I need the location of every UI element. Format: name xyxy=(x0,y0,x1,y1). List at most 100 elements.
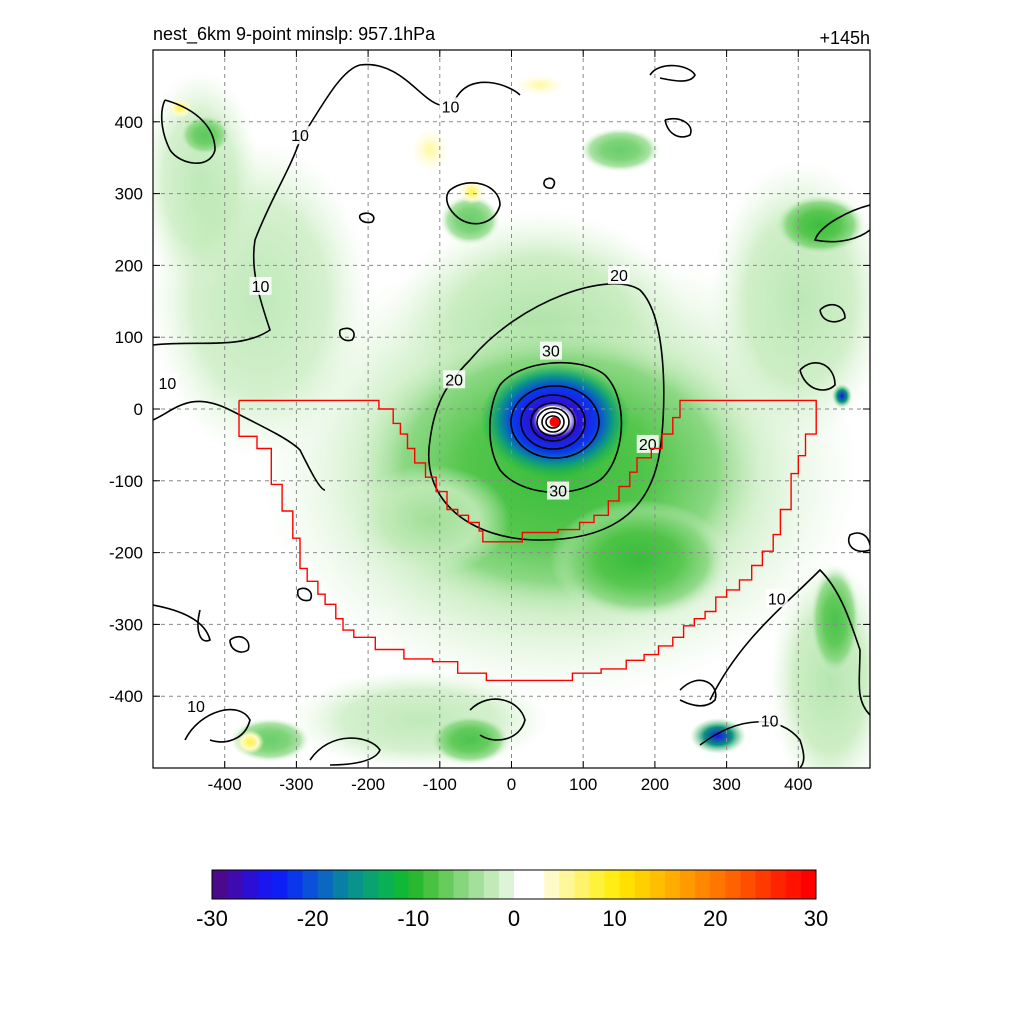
contour-10 xyxy=(454,81,521,101)
y-tick-label: 0 xyxy=(134,400,143,419)
colorbar-label: 20 xyxy=(703,906,727,931)
y-tick-label: 300 xyxy=(115,185,143,204)
colorbar-swatch xyxy=(559,870,575,899)
contour-label-background xyxy=(765,589,788,608)
colorbar-swatch xyxy=(393,870,409,899)
contour-inner xyxy=(545,415,561,429)
contour-labels: 10 10 10 10 10 10 10 20 20 20 30 30 xyxy=(156,97,788,730)
colorbar-swatch xyxy=(438,870,455,899)
y-tick-label: 200 xyxy=(115,256,143,275)
contour-inner xyxy=(530,402,576,442)
contour-label: 10 xyxy=(761,713,779,730)
colorbar-swatch xyxy=(770,870,787,899)
green-patch xyxy=(580,128,660,172)
colorbar-swatch xyxy=(680,870,696,899)
yellow-spot xyxy=(168,98,192,118)
green-patch xyxy=(440,195,500,245)
colorbar-swatch xyxy=(363,870,379,899)
colorbar-swatch xyxy=(468,870,485,899)
yellow-spot xyxy=(412,128,448,172)
map-title: nest_6km 9-point minslp: 957.1hPa xyxy=(153,24,436,45)
contour-label-background xyxy=(758,711,781,730)
storm-green-band xyxy=(350,465,510,575)
map-plot-area: 10 10 10 10 10 10 10 20 20 20 30 30 xyxy=(153,50,870,768)
contour-10 xyxy=(848,532,870,553)
nest-boundary-line xyxy=(238,399,817,682)
contour-inner xyxy=(520,394,586,450)
contour-10 xyxy=(799,362,836,391)
contour-10 xyxy=(153,63,441,346)
x-tick-label: 100 xyxy=(569,775,597,794)
contour-10 xyxy=(153,604,211,642)
contour-10 xyxy=(153,400,326,491)
contour-10 xyxy=(649,64,696,82)
x-tick-label: -300 xyxy=(279,775,313,794)
x-axis: -400 -300 -200 -100 0 100 200 300 400 xyxy=(208,50,812,794)
contour-10 xyxy=(229,635,250,653)
contour-10 xyxy=(160,99,216,164)
contour-40 xyxy=(510,385,600,459)
yellow-spot xyxy=(515,75,565,95)
colorbar-swatch xyxy=(423,870,439,899)
contour-label: 20 xyxy=(639,437,657,454)
contour-label-background xyxy=(185,696,208,715)
contour-10 xyxy=(445,181,501,225)
contour-label-background xyxy=(288,126,311,145)
colorbar-swatch xyxy=(710,870,726,899)
yellow-spot xyxy=(460,180,484,204)
y-tick-label: 400 xyxy=(115,113,143,132)
y-axis: 400 300 200 100 0 -100 -200 -300 -400 xyxy=(109,113,870,706)
colorbar-label: -10 xyxy=(397,906,429,931)
x-tick-label: -100 xyxy=(423,775,457,794)
colorbar-swatch xyxy=(619,870,636,899)
colorbar-swatch xyxy=(302,870,319,899)
contour-10 xyxy=(296,587,313,602)
contour-label: 10 xyxy=(252,279,270,296)
shaded-field xyxy=(153,70,870,768)
colorbar-swatch xyxy=(257,870,273,899)
contour-10 xyxy=(469,698,526,741)
contour-10 xyxy=(699,721,805,768)
colorbar-swatch xyxy=(544,870,560,899)
contour-10 xyxy=(709,568,870,716)
contour-label-background xyxy=(439,97,462,116)
colorbar-swatch xyxy=(317,870,334,899)
colorbar-swatch xyxy=(634,870,651,899)
colorbar-swatch xyxy=(212,870,228,899)
green-patch xyxy=(810,565,860,675)
colorbar-swatch xyxy=(649,870,666,899)
contour-label: 30 xyxy=(549,484,567,501)
colorbar-swatch xyxy=(272,870,288,899)
colorbar-label: 30 xyxy=(804,906,828,931)
contour-inner xyxy=(541,411,565,433)
contour-10 xyxy=(184,708,251,743)
colorbar-swatch xyxy=(755,870,772,899)
contour-10 xyxy=(338,327,355,342)
contour-label-background xyxy=(547,481,570,500)
colorbar-swatch xyxy=(740,870,757,899)
colorbar-swatch xyxy=(604,870,621,899)
contour-inner xyxy=(536,407,570,437)
colorbar-label: 0 xyxy=(508,906,520,931)
colorbar-swatch xyxy=(453,870,470,899)
contour-label-background xyxy=(608,266,631,285)
colorbar-swatch xyxy=(483,870,500,899)
yellow-spot xyxy=(236,730,264,754)
contour-30 xyxy=(489,361,623,494)
x-tick-label: 200 xyxy=(641,775,669,794)
x-tick-label: 300 xyxy=(712,775,740,794)
contour-label: 20 xyxy=(610,268,628,285)
contour-10 xyxy=(819,303,846,323)
contour-10 xyxy=(543,177,556,189)
x-tick-label: 400 xyxy=(784,775,812,794)
x-tick-label: 0 xyxy=(507,775,516,794)
contour-label-background xyxy=(443,370,466,389)
contour-10 xyxy=(664,117,692,138)
contour-10 xyxy=(813,204,870,243)
colorbar-swatch xyxy=(242,870,258,899)
contour-label-background xyxy=(539,341,562,360)
contour-10 xyxy=(309,737,381,766)
colorbar-swatch xyxy=(665,870,681,899)
colorbar-label: 10 xyxy=(602,906,626,931)
colorbar: -30 -20 -10 0 10 20 30 xyxy=(196,869,828,931)
